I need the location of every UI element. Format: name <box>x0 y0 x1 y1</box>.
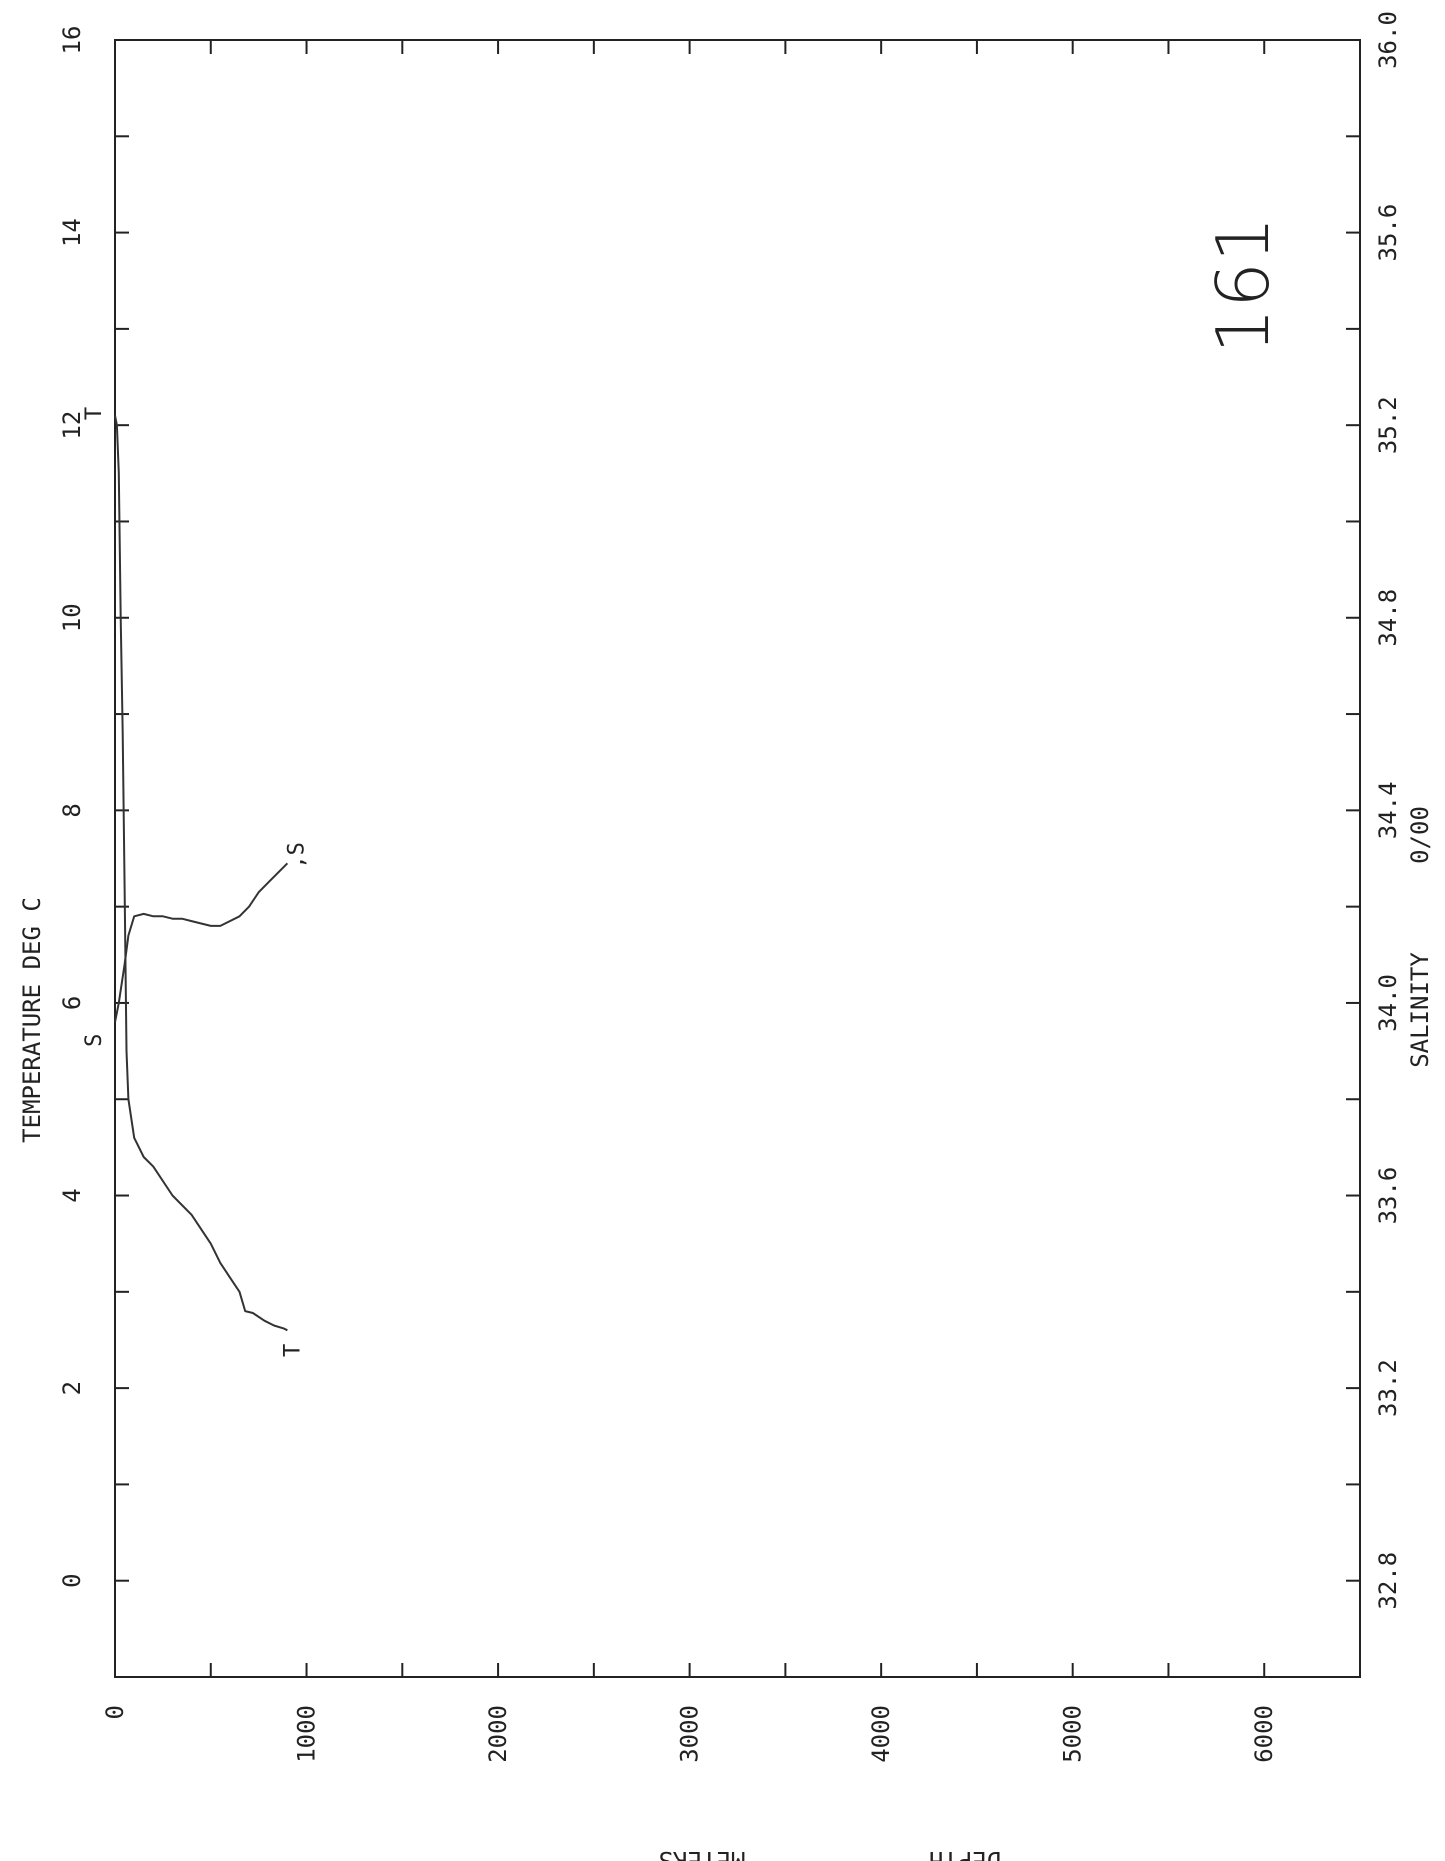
depth-axis-unit: METERS <box>659 1846 746 1861</box>
depth-tick-label: 5000 <box>1059 1705 1087 1763</box>
salinity-tick-label: 35.6 <box>1374 204 1402 262</box>
depth-tick-label: 3000 <box>676 1705 704 1763</box>
temperature-tick-label: 10 <box>58 603 86 632</box>
axis-ticks <box>114 39 1361 1678</box>
station-number: 161 <box>1201 216 1285 353</box>
plot-frame <box>114 39 1361 1678</box>
depth-tick-label: 4000 <box>867 1705 895 1763</box>
salinity-tick-label: 36.0 <box>1374 11 1402 69</box>
series-s-line <box>114 862 289 1023</box>
depth-tick-label: 6000 <box>1250 1705 1278 1763</box>
temperature-tick-label: 12 <box>58 411 86 440</box>
series-t-end-label: T <box>280 1344 305 1357</box>
temperature-tick-label: 8 <box>58 803 86 817</box>
salinity-tick-label: 32.8 <box>1374 1552 1402 1610</box>
temperature-tick-label: 6 <box>58 996 86 1010</box>
series-s-end-label: ,S <box>284 842 309 869</box>
temperature-tick-label: 2 <box>58 1381 86 1395</box>
salinity-tick-label: 34.8 <box>1374 589 1402 647</box>
depth-axis-title: DEPTH <box>929 1846 1001 1861</box>
temperature-tick-label: 4 <box>58 1188 86 1202</box>
temperature-axis-title: TEMPERATURE DEG C <box>18 897 46 1143</box>
salinity-tick-label: 34.4 <box>1374 781 1402 839</box>
depth-tick-label: 0 <box>101 1705 129 1719</box>
series-layer: T T S ,S <box>82 407 309 1357</box>
salinity-axis-unit: 0/00 <box>1406 806 1434 864</box>
series-t-line <box>114 415 288 1332</box>
salinity-tick-label: 33.2 <box>1374 1359 1402 1417</box>
axis-tick-labels: 0 1000 2000 3000 4000 5000 6000 0 2 4 6 8 10 12 14 16 32… <box>58 11 1402 1763</box>
salinity-tick-label: 33.6 <box>1374 1167 1402 1225</box>
series-s-start-label: S <box>82 1034 107 1047</box>
depth-tick-label: 2000 <box>484 1705 512 1763</box>
temperature-tick-label: 0 <box>58 1573 86 1587</box>
depth-tick-label: 1000 <box>293 1705 321 1763</box>
salinity-tick-label: 34.0 <box>1374 974 1402 1032</box>
salinity-tick-label: 35.2 <box>1374 396 1402 454</box>
salinity-axis-title: SALINITY <box>1406 952 1434 1068</box>
temperature-tick-label: 14 <box>58 218 86 247</box>
temperature-tick-label: 16 <box>58 26 86 55</box>
series-t-start-label: T <box>82 407 107 420</box>
